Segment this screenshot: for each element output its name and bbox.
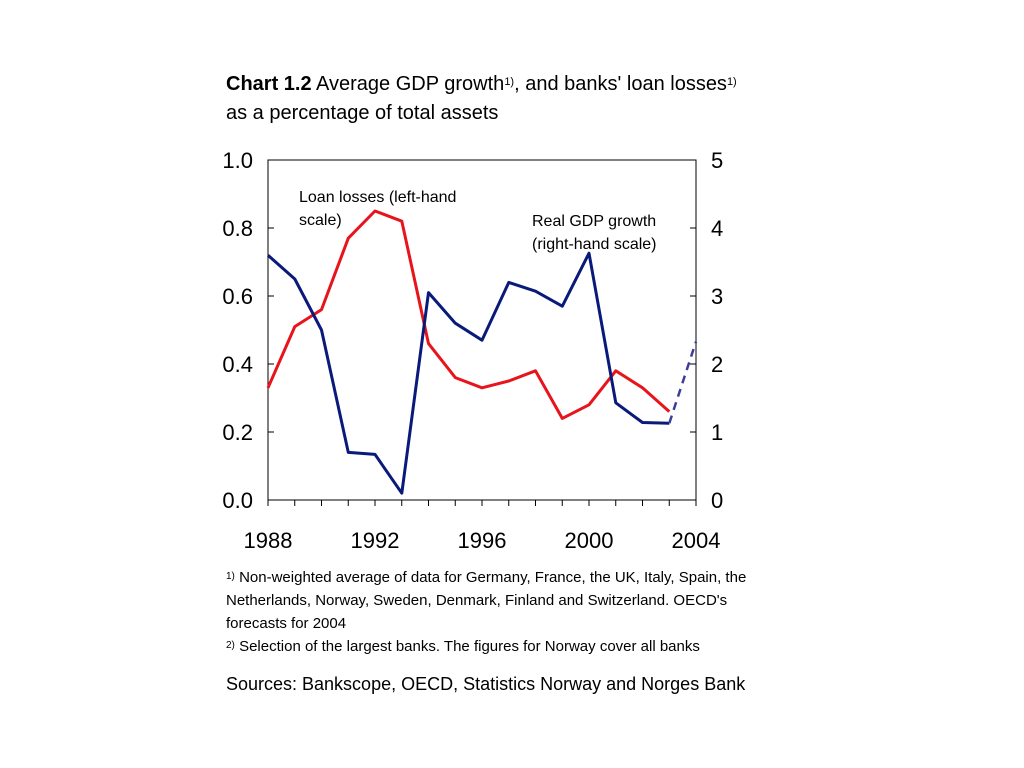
title-text-2: , and banks' loan losses [514,73,727,95]
title-footnote-1: 1) [504,76,515,88]
footnote-2: 2) Selection of the largest banks. The f… [226,635,766,658]
x-tick-label: 2000 [565,528,614,553]
series-label-2-line-1: Real GDP growth [532,213,656,230]
footnote-text-2: Selection of the largest banks. The figu… [239,638,700,655]
chart-title: Chart 1.2 Average GDP growth1), and bank… [226,70,746,128]
footnotes: 1) Non-weighted average of data for Germ… [226,566,766,658]
footnote-marker-1: 1) [226,571,235,582]
footnote-marker-2: 2) [226,640,235,651]
line-chart: 1988 1992 1996 2000 2004 0.0 0.2 0.4 0.6 0.8 1.0 0 1… [222,148,723,553]
series-line-1 [266,209,671,420]
x-tick-label: 1988 [244,528,293,553]
right-tick-label: 0 [711,488,723,513]
plot-frame [267,159,697,501]
left-tick-label: 0.8 [222,216,253,241]
series-labels: Loan losses (left-hand scale) Real GDP gro… [299,189,657,253]
series-line-2 [267,251,670,495]
axes: 1988 1992 1996 2000 2004 0.0 0.2 0.4 0.6 0.8 1.0 0 1… [222,148,723,553]
title-footnote-2: 1) [726,76,737,88]
title-text-1: Average GDP growth [316,73,505,95]
right-tick-label: 1 [711,420,723,445]
right-tick-label: 3 [711,284,723,309]
footnote-1: 1) Non-weighted average of data for Germ… [226,566,766,635]
sources-note: Sources: Bankscope, OECD, Statistics Nor… [226,674,746,694]
title-text-3: as a percentage of total assets [226,102,499,124]
x-tick-label: 1996 [458,528,507,553]
left-tick-label: 0.0 [222,488,253,513]
left-tick-label: 0.4 [222,352,253,377]
right-tick-label: 2 [711,352,723,377]
x-tick-label: 1992 [351,528,400,553]
right-tick-label: 4 [711,216,723,241]
right-tick-label: 5 [711,148,723,173]
footnote-text-1: Non-weighted average of data for Germany… [226,569,747,632]
left-tick-label: 1.0 [222,148,253,173]
series-layer [266,209,698,495]
series-label-1-line-2: scale) [299,212,342,229]
left-tick-label: 0.6 [222,284,253,309]
left-tick-label: 0.2 [222,420,253,445]
x-tick-label: 2004 [672,528,721,553]
chart-number: Chart 1.2 [226,73,312,95]
series-label-2-line-2: (right-hand scale) [532,236,657,253]
series-label-1-line-1: Loan losses (left-hand [299,189,456,206]
forecast-line [668,341,698,424]
